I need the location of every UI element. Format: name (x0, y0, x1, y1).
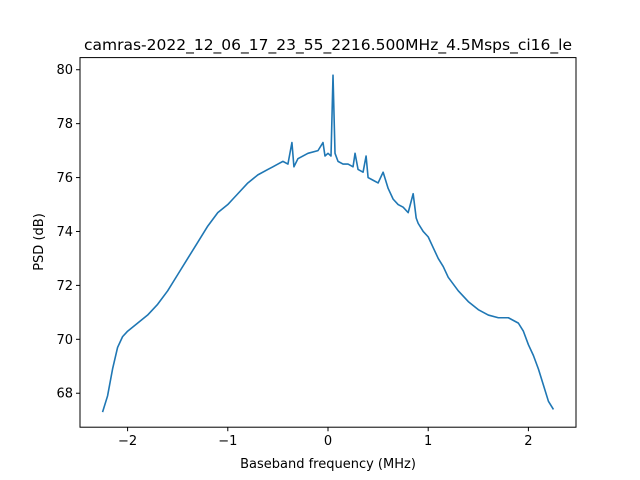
y-tick-label: 76 (56, 171, 73, 186)
y-tick-label: 74 (56, 225, 73, 240)
x-axis-label: Baseband frequency (MHz) (240, 457, 416, 472)
y-axis-ticks: 68 70 72 74 76 78 80 (56, 63, 80, 402)
x-tick-label: −2 (118, 434, 137, 449)
y-tick-label: 80 (56, 63, 73, 78)
x-tick-label: −1 (218, 434, 237, 449)
y-tick-label: 72 (56, 279, 73, 294)
x-tick-label: 1 (424, 434, 432, 449)
chart-title: camras-2022_12_06_17_23_55_2216.500MHz_4… (84, 36, 572, 55)
x-tick-label: 2 (524, 434, 532, 449)
y-tick-label: 78 (56, 117, 73, 132)
psd-series-line (101, 74, 555, 413)
plot-layer (101, 74, 555, 413)
y-axis-label: PSD (dB) (32, 213, 47, 271)
x-tick-label: 0 (324, 434, 332, 449)
y-tick-label: 70 (56, 333, 73, 348)
x-axis-ticks: −2 −1 0 1 2 (118, 427, 533, 449)
y-tick-label: 68 (56, 387, 73, 402)
